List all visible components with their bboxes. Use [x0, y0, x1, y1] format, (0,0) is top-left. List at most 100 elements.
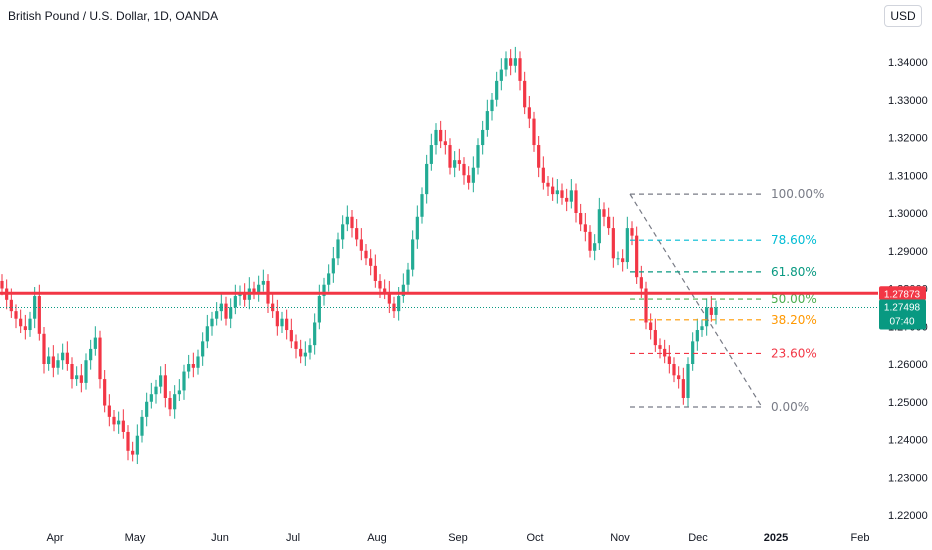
candle [443, 129, 447, 155]
candle [294, 334, 298, 359]
time-axis[interactable]: Apr May Jun Jul Aug Sep Oct Nov Dec 2025 Feb [46, 532, 869, 544]
candle [336, 232, 340, 266]
candle [541, 156, 545, 190]
candle-body [700, 326, 704, 331]
candle-body [28, 318, 32, 331]
candle-body [336, 239, 340, 259]
price-tick-label: 1.34000 [888, 57, 928, 69]
time-tick-label: May [125, 532, 146, 544]
candle-body [630, 228, 634, 236]
price-tags: 1.27873 1.27498 07:40 [879, 286, 926, 330]
candle [112, 410, 116, 432]
candle [499, 58, 503, 91]
candle-body [579, 213, 583, 225]
candle-body [275, 311, 279, 327]
candle-body [471, 167, 475, 183]
candle [261, 269, 265, 292]
candle [569, 179, 573, 209]
candle [439, 120, 443, 149]
candle-body [359, 239, 363, 251]
time-tick-label: Jun [211, 532, 229, 544]
candle-body [457, 160, 461, 164]
candle-body [327, 273, 331, 285]
candle-body [0, 280, 4, 289]
candle [303, 341, 307, 366]
fibonacci-retracement[interactable]: 100.00% 78.60% 61.80% 50.00% 38.20% 23.60% 0.0… [629, 187, 824, 414]
candle-body [112, 416, 116, 425]
candle [56, 353, 60, 375]
candle [84, 353, 88, 390]
candle-body [154, 386, 158, 395]
candle [658, 338, 662, 359]
candle [341, 215, 345, 249]
candle-body [271, 303, 275, 312]
candle [154, 379, 158, 404]
candle [345, 205, 349, 232]
candle-body [635, 235, 639, 278]
candle [238, 285, 242, 306]
candle-body [607, 216, 611, 229]
last-price-tag [879, 299, 926, 330]
fib-level-label: 50.00% [771, 292, 817, 306]
candle-body [23, 326, 27, 331]
time-tick-label: Apr [46, 532, 63, 544]
candle [205, 314, 209, 349]
candle [168, 391, 172, 417]
candle [607, 207, 611, 235]
candle-body [149, 394, 153, 402]
candle [19, 309, 23, 334]
candle-body [462, 163, 466, 176]
candle-body [299, 348, 303, 357]
candle [621, 249, 625, 272]
candle [700, 319, 704, 337]
candle [201, 332, 205, 366]
candle-body [126, 431, 130, 451]
time-tick-label: Jul [286, 532, 300, 544]
candle [518, 51, 522, 91]
candle-body [205, 326, 209, 342]
candle [387, 280, 391, 314]
time-tick-label: Feb [851, 532, 870, 544]
candle [289, 318, 293, 349]
candle [663, 339, 667, 364]
candle [672, 357, 676, 383]
candle-body [663, 348, 667, 357]
time-tick-label: 2025 [764, 532, 788, 544]
candle [695, 318, 699, 351]
candle [411, 230, 415, 277]
candle-body [257, 284, 261, 293]
candle-body [537, 145, 541, 168]
candle-body [527, 107, 531, 119]
candle [485, 99, 489, 137]
candle-body [61, 352, 65, 361]
candle [527, 95, 531, 129]
candle-body [196, 356, 200, 368]
candle-body [686, 364, 690, 398]
currency-button[interactable]: USD [884, 5, 922, 27]
price-tick-label: 1.29000 [888, 246, 928, 258]
candle [495, 71, 499, 107]
candle [285, 309, 289, 340]
candle [93, 326, 97, 356]
candle [429, 133, 433, 171]
candle-body [714, 307, 718, 315]
candle [233, 284, 237, 315]
candle-body [644, 288, 648, 323]
candle-body [9, 299, 13, 312]
candle [364, 243, 368, 266]
fib-trendline[interactable] [629, 193, 763, 408]
candle-body [187, 364, 191, 372]
candle [257, 275, 261, 302]
candle-body [303, 352, 307, 357]
chart-title: British Pound / U.S. Dollar, 1D, OANDA [8, 9, 219, 23]
candle-body [37, 296, 41, 334]
candle-body [65, 352, 69, 364]
candle-body [373, 265, 377, 281]
time-tick-label: Aug [367, 532, 387, 544]
candle [686, 357, 690, 408]
candle [355, 219, 359, 247]
fib-level-label: 38.20% [771, 313, 817, 327]
candle [504, 51, 508, 77]
candle-body [215, 311, 219, 319]
